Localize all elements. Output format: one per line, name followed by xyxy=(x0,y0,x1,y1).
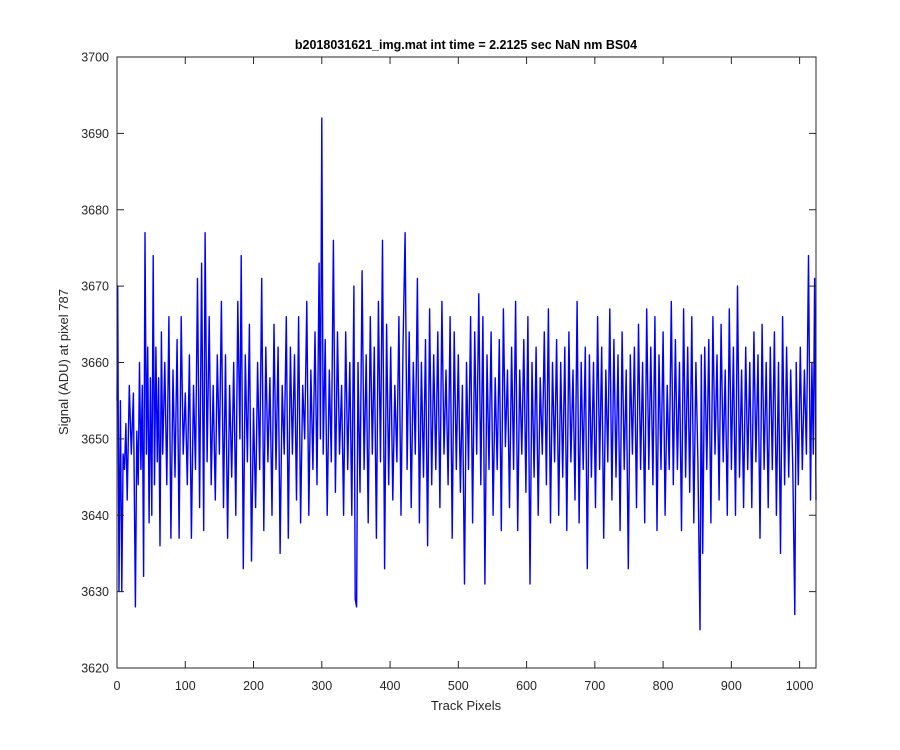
y-tick-label: 3670 xyxy=(81,280,109,294)
x-tick-label: 900 xyxy=(721,679,742,693)
x-tick-label: 500 xyxy=(448,679,469,693)
x-tick-label: 200 xyxy=(243,679,264,693)
x-tick-label: 400 xyxy=(380,679,401,693)
y-tick-label: 3640 xyxy=(81,509,109,523)
x-axis-label: Track Pixels xyxy=(431,698,502,713)
y-axis-label: Signal (ADU) at pixel 787 xyxy=(56,289,71,435)
y-tick-label: 3630 xyxy=(81,585,109,599)
y-tick-label: 3620 xyxy=(81,662,109,676)
y-tick-label: 3700 xyxy=(81,51,109,65)
y-tick-label: 3690 xyxy=(81,127,109,141)
y-tick-label: 3680 xyxy=(81,203,109,217)
y-ticks: 3620 3630 3640 3650 3660 3670 3680 3690 3700 xyxy=(81,51,816,676)
chart-title: b2018031621_img.mat int time = 2.2125 se… xyxy=(295,38,637,52)
series-layer xyxy=(116,117,817,631)
y-tick-label: 3650 xyxy=(81,432,109,446)
x-ticks: 0 100 200 300 400 500 600 700 800 900 1000 xyxy=(114,57,814,693)
x-tick-label: 100 xyxy=(175,679,196,693)
x-tick-label: 700 xyxy=(584,679,605,693)
x-tick-label: 600 xyxy=(516,679,537,693)
x-tick-label: 800 xyxy=(653,679,674,693)
y-tick-label: 3660 xyxy=(81,356,109,370)
series-line xyxy=(116,117,817,631)
x-tick-label: 1000 xyxy=(786,679,814,693)
x-tick-label: 300 xyxy=(311,679,332,693)
x-tick-label: 0 xyxy=(114,679,121,693)
